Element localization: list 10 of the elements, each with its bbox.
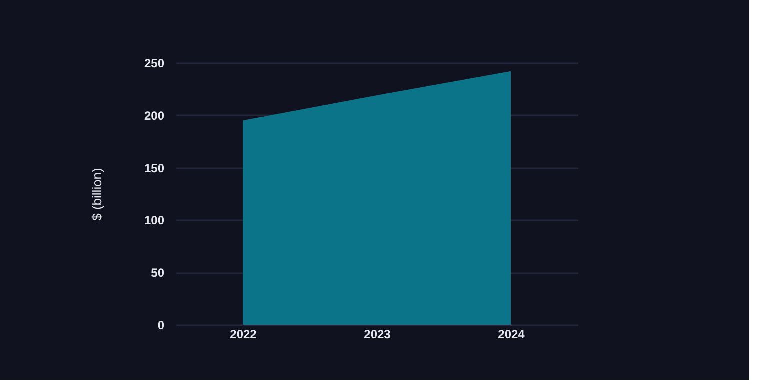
y-tick-label: 50 [151, 266, 165, 280]
y-tick-label: 250 [144, 56, 165, 70]
x-tick-label: 2023 [364, 328, 392, 342]
y-tick-label: 100 [144, 214, 165, 228]
x-tick-label: 2022 [230, 328, 258, 342]
y-tick-label: 200 [144, 108, 165, 123]
y-axis-title: $ (billion) [89, 168, 104, 221]
y-tick-label: 0 [158, 318, 165, 332]
y-tick-label: 150 [144, 161, 165, 176]
x-tick-label: 2024 [498, 328, 526, 342]
